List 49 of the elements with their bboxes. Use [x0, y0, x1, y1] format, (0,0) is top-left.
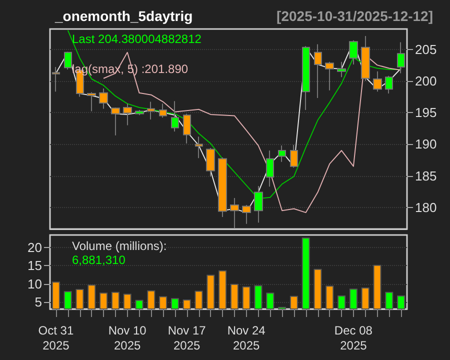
chart-subtitle: [2025-10-31/2025-12-12] [276, 8, 434, 24]
candlestick [206, 147, 215, 177]
x-tick-label: Oct 31 2025 [38, 324, 74, 352]
y-tick-label: 15 [28, 258, 42, 274]
y-tick-label: 180 [415, 200, 437, 215]
candlestick [290, 144, 298, 168]
y-tick-label: 190 [415, 136, 437, 152]
candlestick [325, 61, 334, 91]
candlestick [123, 103, 132, 126]
y-tick-label: 200 [415, 73, 437, 88]
candlestick [278, 144, 286, 162]
candlestick [242, 204, 251, 224]
x-tick-label: Nov 24 2025 [227, 324, 266, 352]
y-tick-label: 195 [415, 105, 437, 120]
candlestick [302, 46, 310, 111]
candlestick [337, 61, 346, 78]
y-tick-label: 5 [34, 294, 42, 310]
y-tick-label: 185 [415, 168, 437, 184]
candlestick [87, 92, 96, 112]
annotation: Volume (millions): [72, 239, 167, 253]
candlestick [254, 185, 263, 224]
candlestick [266, 150, 274, 188]
x-tick-label: Dec 08 2025 [334, 324, 373, 352]
candlestick [195, 136, 203, 159]
candlestick [111, 106, 120, 136]
candlestick [373, 70, 382, 92]
candlestick [183, 113, 191, 144]
chart-title: _onemonth_5daytrig [54, 8, 193, 24]
annotation: Last 204.380004882812 [72, 32, 202, 46]
candlestick [218, 156, 227, 218]
y-tick-label: 205 [415, 42, 437, 57]
candlestick [397, 42, 405, 74]
annotation: 6,881,310 [72, 253, 126, 267]
candlestick [171, 100, 179, 132]
candlestick [52, 66, 60, 92]
x-tick-label: Nov 17 2025 [168, 324, 206, 352]
x-tick-label: Nov 10 2025 [108, 324, 147, 352]
candlestick [99, 88, 108, 110]
candlestick [314, 44, 322, 98]
y-tick-label: 10 [28, 276, 42, 292]
candlestick [64, 51, 72, 70]
candlestick [385, 75, 393, 94]
y-tick-label: 20 [28, 240, 42, 255]
candlestick [349, 40, 358, 65]
candlestick [361, 35, 370, 82]
candlestick [135, 110, 144, 116]
candlestick [147, 101, 155, 120]
candlestick [159, 103, 167, 118]
line-series [67, 30, 402, 200]
